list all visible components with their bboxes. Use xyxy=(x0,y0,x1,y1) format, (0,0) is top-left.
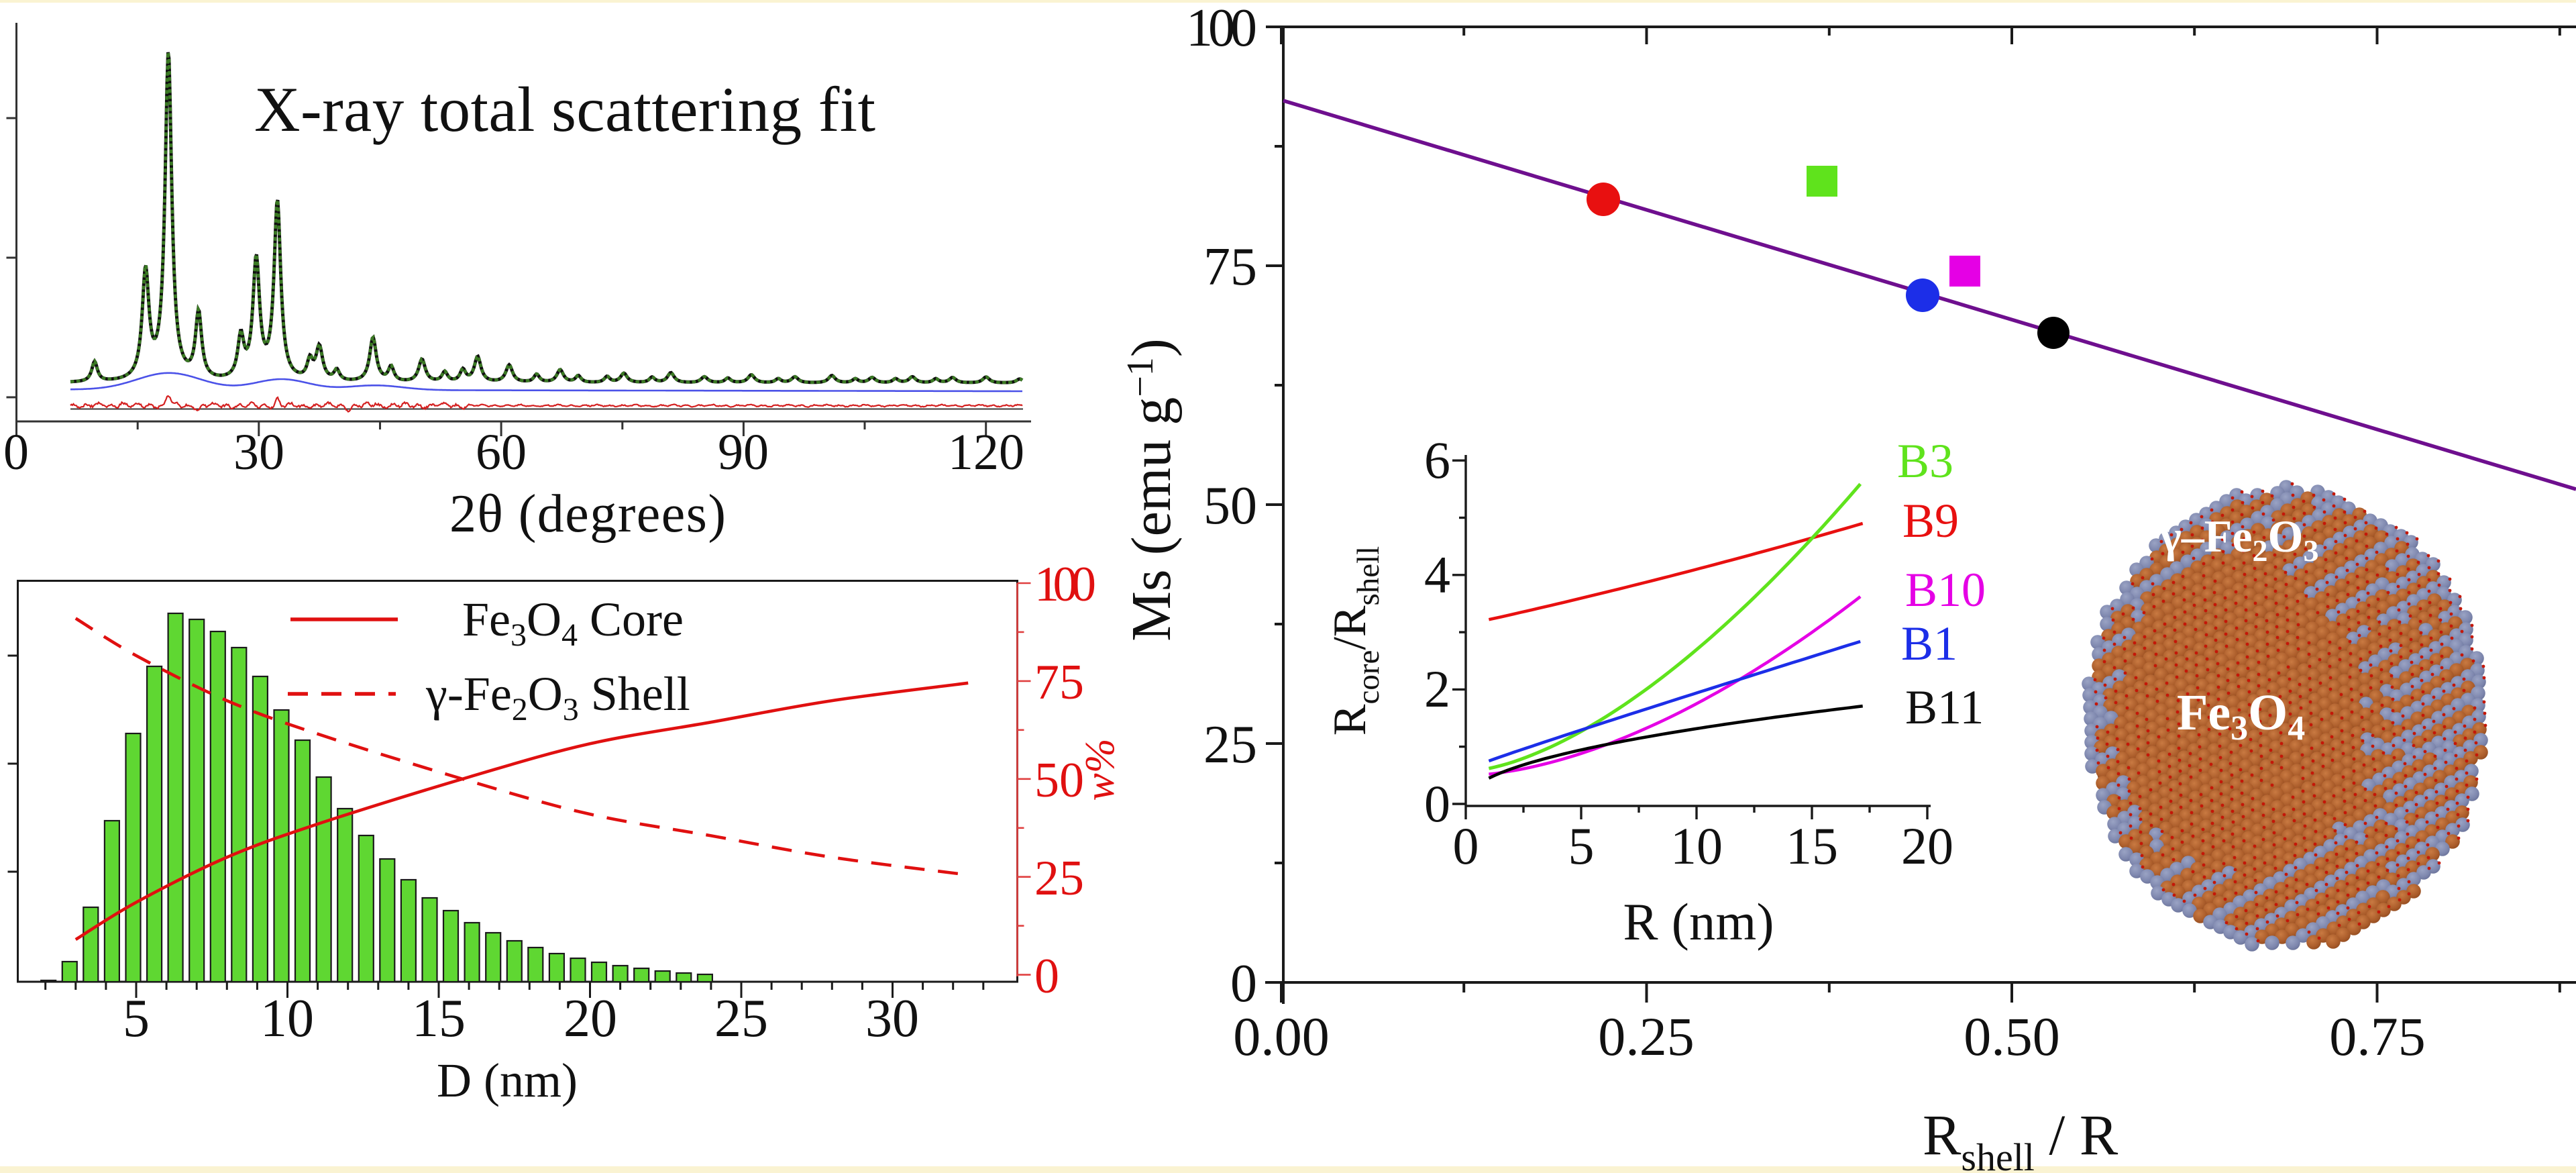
svg-text:0: 0 xyxy=(1034,949,1059,1004)
svg-text:15: 15 xyxy=(1786,817,1838,875)
svg-text:B10: B10 xyxy=(1905,563,1986,617)
svg-text:2: 2 xyxy=(1424,660,1450,718)
svg-text:0.25: 0.25 xyxy=(1598,1006,1695,1067)
svg-text:20: 20 xyxy=(564,989,617,1048)
svg-text:30: 30 xyxy=(233,424,284,480)
svg-text:D (nm): D (nm) xyxy=(437,1054,578,1107)
svg-text:B11: B11 xyxy=(1905,680,1984,734)
svg-text:4: 4 xyxy=(1424,546,1450,604)
svg-text:5: 5 xyxy=(123,989,150,1048)
svg-text:20: 20 xyxy=(1901,817,1953,875)
svg-text:0: 0 xyxy=(1230,954,1257,1013)
svg-text:25: 25 xyxy=(714,989,768,1048)
svg-text:10: 10 xyxy=(260,989,314,1048)
svg-text:100: 100 xyxy=(1034,557,1096,612)
svg-text:5: 5 xyxy=(1568,817,1595,875)
svg-text:γ–Fe2O3: γ–Fe2O3 xyxy=(2159,511,2318,568)
svg-text:10: 10 xyxy=(1670,817,1723,875)
svg-text:25: 25 xyxy=(1034,851,1084,906)
svg-text:120: 120 xyxy=(948,424,1024,480)
svg-text:0.50: 0.50 xyxy=(1964,1006,2060,1067)
svg-text:Fe3O4: Fe3O4 xyxy=(2177,684,2305,748)
svg-text:6: 6 xyxy=(1424,431,1450,489)
svg-text:R (nm): R (nm) xyxy=(1623,892,1774,951)
svg-text:50: 50 xyxy=(1034,753,1084,808)
svg-text:0.75: 0.75 xyxy=(2329,1006,2426,1067)
svg-text:60: 60 xyxy=(476,424,527,480)
svg-text:w%: w% xyxy=(1077,739,1123,801)
svg-text:0: 0 xyxy=(1424,774,1450,833)
svg-text:0: 0 xyxy=(3,424,29,480)
svg-text:75: 75 xyxy=(1034,655,1084,710)
svg-text:2θ (degrees): 2θ (degrees) xyxy=(449,484,726,544)
svg-text:B1: B1 xyxy=(1901,617,1957,670)
svg-text:75: 75 xyxy=(1203,238,1257,297)
svg-text:50: 50 xyxy=(1203,476,1257,536)
svg-text:30: 30 xyxy=(865,989,919,1048)
svg-text:15: 15 xyxy=(412,989,466,1048)
svg-text:25: 25 xyxy=(1203,715,1257,774)
svg-text:0.00: 0.00 xyxy=(1233,1006,1330,1067)
svg-text:0: 0 xyxy=(1453,817,1479,875)
svg-text:B3: B3 xyxy=(1897,434,1953,488)
svg-text:100: 100 xyxy=(1186,0,1257,58)
svg-text:X-ray total scattering fit: X-ray total scattering fit xyxy=(254,74,875,145)
svg-text:90: 90 xyxy=(718,424,769,480)
svg-text:B9: B9 xyxy=(1902,494,1959,548)
svg-text:γ-Fe2O3 Shell: γ-Fe2O3 Shell xyxy=(425,667,690,727)
